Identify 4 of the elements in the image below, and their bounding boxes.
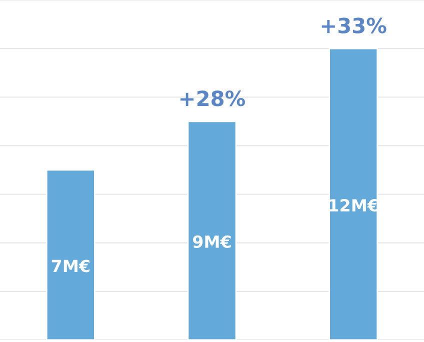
annotation: +33% <box>322 18 386 34</box>
data-label: 7M€ <box>52 260 90 272</box>
data-label: 9M€ <box>192 235 231 248</box>
annotation: +28% <box>180 90 245 106</box>
